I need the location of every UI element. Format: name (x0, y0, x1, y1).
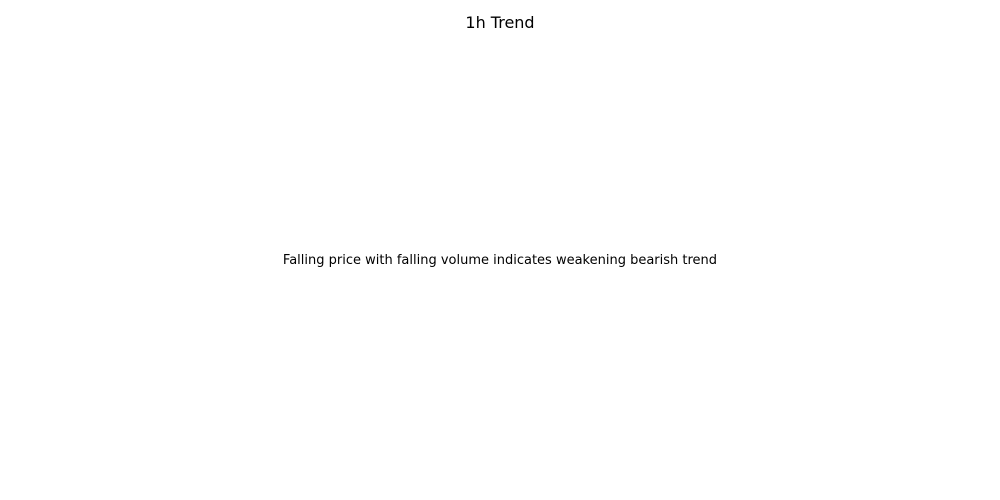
chart-title: 1h Trend (465, 13, 535, 32)
chart-annotation: Falling price with falling volume indica… (282, 253, 718, 268)
